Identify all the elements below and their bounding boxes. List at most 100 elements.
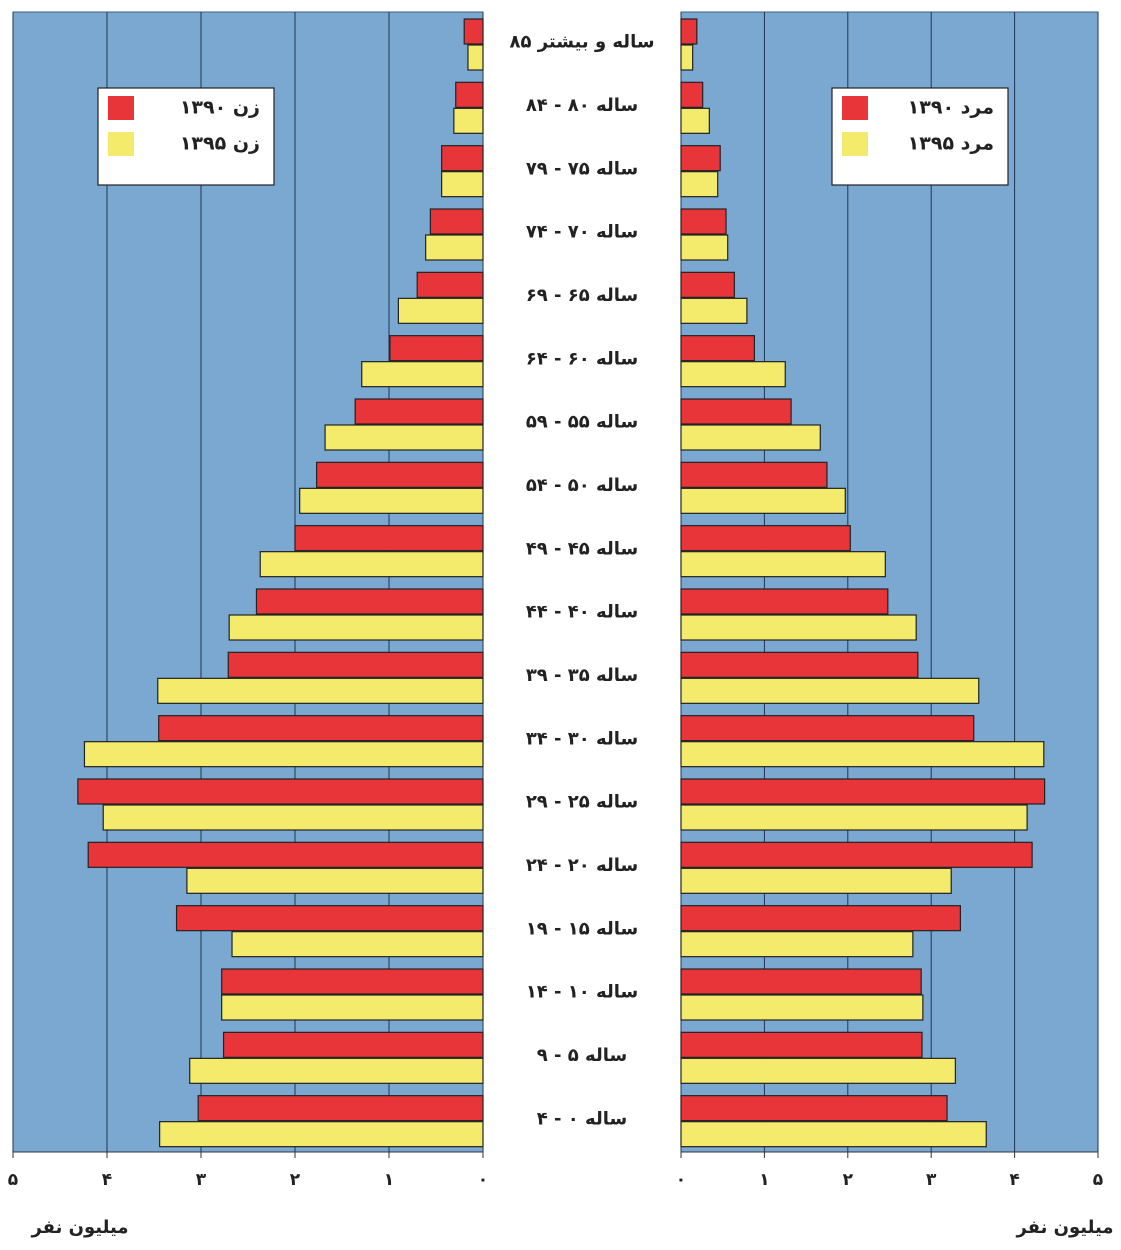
bar xyxy=(467,44,484,71)
x-tick-label: ۳ xyxy=(196,1170,207,1190)
category-label: ۸۵ ساله و بیشتر xyxy=(509,32,654,53)
plot-area xyxy=(12,11,484,1153)
bar xyxy=(680,931,914,958)
bar xyxy=(361,361,484,388)
bar xyxy=(158,715,484,742)
bar xyxy=(680,171,719,198)
bar xyxy=(680,588,889,615)
bar xyxy=(221,994,484,1021)
category-label: ۶۹ - ۶۵ ساله xyxy=(526,285,638,306)
bar xyxy=(680,614,917,641)
bar xyxy=(680,677,980,704)
category-label: ۱۹ - ۱۵ ساله xyxy=(526,918,638,939)
bar xyxy=(680,1095,948,1122)
x-tick-label: ۵ xyxy=(1093,1170,1103,1190)
bar xyxy=(186,867,484,894)
bar xyxy=(83,741,484,768)
bar xyxy=(680,361,786,388)
category-label: ۲۴ - ۲۰ ساله xyxy=(526,855,638,876)
category-label: ۷۹ - ۷۵ ساله xyxy=(526,158,638,179)
x-axis-label: میلیون نفر xyxy=(30,1217,128,1238)
legend-swatch xyxy=(108,132,134,156)
bar xyxy=(397,297,484,324)
bar xyxy=(441,145,484,172)
bar xyxy=(228,614,484,641)
bar xyxy=(197,1095,484,1122)
bar xyxy=(680,234,729,261)
category-label: ۳۹ - ۳۵ ساله xyxy=(526,665,638,686)
bar xyxy=(680,487,846,514)
legend-swatch xyxy=(842,132,868,156)
plot-area xyxy=(680,11,1099,1153)
bar xyxy=(680,1057,956,1084)
category-label: ۴ - ۰ ساله xyxy=(537,1108,627,1129)
bar xyxy=(175,905,484,932)
category-label: ۸۴ - ۸۰ ساله xyxy=(526,95,638,116)
legend-label: مرد ۱۳۹۰ xyxy=(908,97,994,119)
bar xyxy=(680,335,755,362)
bar xyxy=(102,804,484,831)
bar xyxy=(680,1031,923,1058)
bar xyxy=(680,968,922,995)
legend-swatch xyxy=(842,96,868,120)
bar xyxy=(299,487,484,514)
category-label: ۲۹ - ۲۵ ساله xyxy=(526,792,638,813)
bar xyxy=(463,18,484,45)
bar xyxy=(354,398,484,425)
x-tick-label: ۳ xyxy=(926,1170,937,1190)
category-label: ۷۴ - ۷۰ ساله xyxy=(526,222,638,243)
bar xyxy=(680,651,919,678)
category-label: ۴۴ - ۴۰ ساله xyxy=(526,602,638,623)
x-tick-label: ۰ xyxy=(676,1170,686,1190)
bar xyxy=(680,741,1045,768)
legend-label: زن ۱۳۹۰ xyxy=(180,97,260,119)
bar xyxy=(680,804,1028,831)
bar xyxy=(441,171,484,198)
x-tick-label: ۴ xyxy=(1009,1170,1019,1190)
bar xyxy=(680,18,698,45)
bar xyxy=(259,551,484,578)
bar xyxy=(255,588,484,615)
bar xyxy=(294,525,484,552)
bar xyxy=(680,715,975,742)
bar xyxy=(680,461,828,488)
x-tick-label: ۱ xyxy=(759,1170,769,1190)
legend-swatch xyxy=(108,96,134,120)
category-label: ۶۴ - ۶۰ ساله xyxy=(526,348,638,369)
x-axis-label: میلیون نفر xyxy=(1015,1217,1113,1238)
bar xyxy=(455,81,484,108)
bar xyxy=(87,841,484,868)
bar xyxy=(680,994,924,1021)
bar xyxy=(680,778,1046,805)
x-tick-label: ۲ xyxy=(843,1170,854,1190)
category-label: ۴۹ - ۴۵ ساله xyxy=(526,538,638,559)
category-label: ۹ - ۵ ساله xyxy=(537,1045,627,1066)
bar xyxy=(77,778,484,805)
bar xyxy=(680,1121,987,1148)
bar xyxy=(157,677,484,704)
x-tick-label: ۰ xyxy=(478,1170,488,1190)
bar xyxy=(389,335,484,362)
bar xyxy=(453,107,484,134)
bar xyxy=(680,398,792,425)
bar xyxy=(680,145,721,172)
bar xyxy=(221,968,484,995)
category-label: ۵۹ - ۵۵ ساله xyxy=(526,412,638,433)
x-tick-label: ۱ xyxy=(384,1170,394,1190)
bar xyxy=(680,271,735,298)
bar xyxy=(680,107,710,134)
bar xyxy=(680,44,694,71)
legend-label: زن ۱۳۹۵ xyxy=(180,133,260,155)
bar xyxy=(231,931,484,958)
category-label: ۳۴ - ۳۰ ساله xyxy=(526,728,638,749)
bar xyxy=(324,424,484,451)
x-tick-label: ۵ xyxy=(8,1170,18,1190)
category-label: ۵۴ - ۵۰ ساله xyxy=(526,475,638,496)
bar xyxy=(222,1031,484,1058)
bar xyxy=(429,208,484,235)
bar xyxy=(680,551,886,578)
category-label: ۱۴ - ۱۰ ساله xyxy=(526,982,638,1003)
bar xyxy=(416,271,484,298)
bar xyxy=(680,297,748,324)
bar xyxy=(680,867,952,894)
